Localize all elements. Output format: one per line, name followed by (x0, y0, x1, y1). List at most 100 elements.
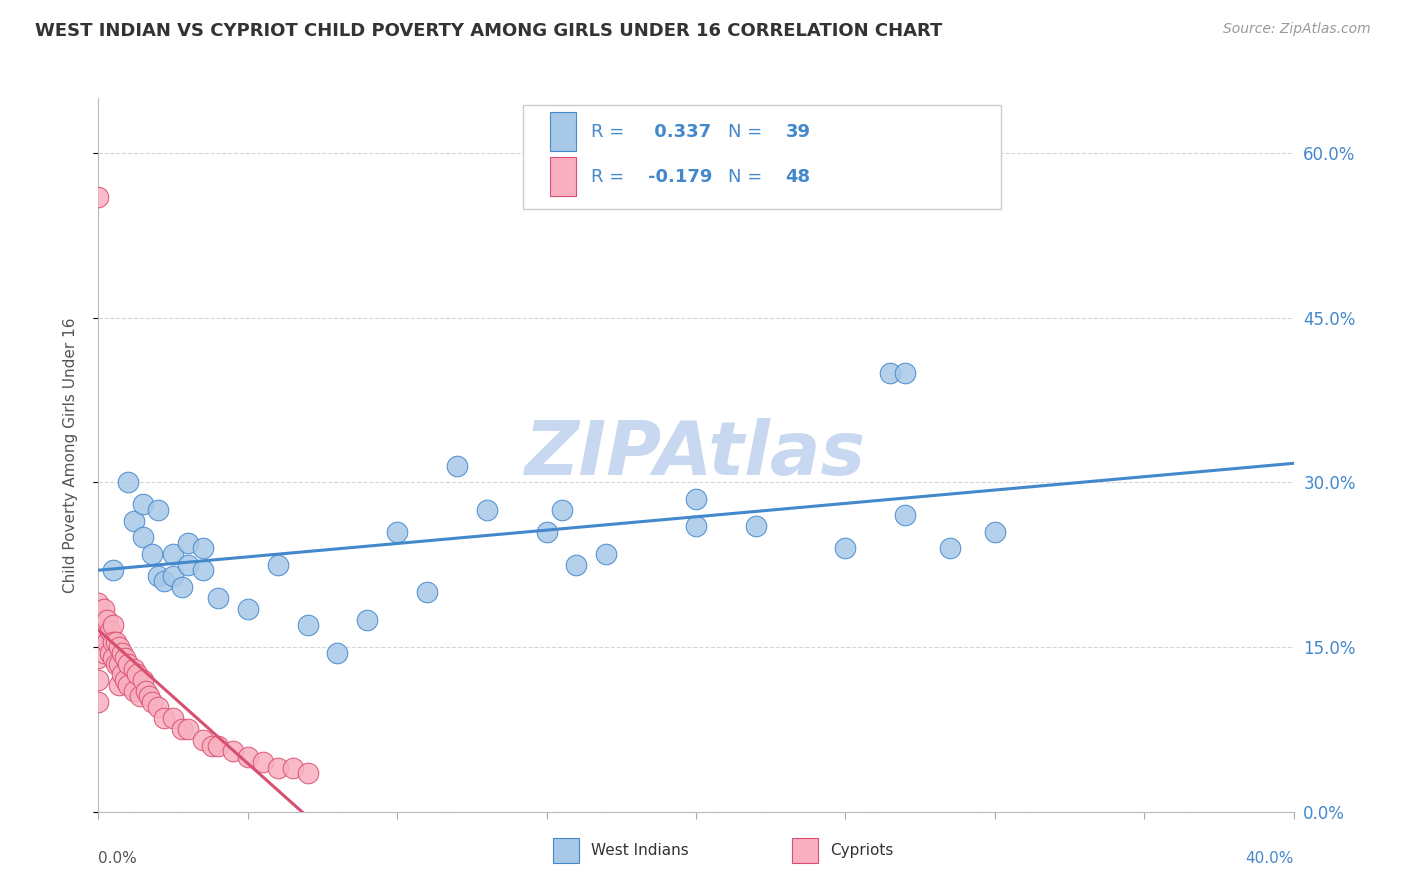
Point (201, 739, 224, 753)
Point (141, 695, 163, 709)
Text: N =: N = (728, 168, 762, 186)
Point (87, 651, 110, 665)
Point (326, 646, 349, 660)
Text: West Indians: West Indians (591, 844, 689, 858)
Point (536, 524, 558, 539)
Point (416, 585, 439, 599)
Text: ZIPAtlas: ZIPAtlas (526, 418, 866, 491)
Point (565, 558, 588, 572)
Point (105, 634, 128, 648)
Point (207, 591, 229, 605)
Point (939, 541, 962, 556)
Point (984, 524, 1007, 539)
Y-axis label: Child Poverty Among Girls Under 16: Child Poverty Among Girls Under 16 (63, 318, 77, 592)
Point (177, 723, 200, 737)
Point (148, 568, 170, 582)
Point (105, 657, 128, 671)
Text: 39: 39 (786, 123, 811, 141)
Text: R =: R = (591, 168, 624, 186)
Point (124, 662, 146, 676)
Point (135, 684, 157, 698)
Point (129, 690, 152, 704)
Point (103, 651, 125, 665)
Point (356, 613, 378, 627)
Point (475, 503, 498, 517)
Point (127, 667, 149, 681)
Point (162, 568, 184, 582)
Bar (553, 838, 579, 863)
Point (236, 749, 259, 764)
Point (267, 761, 290, 775)
Text: 0.337: 0.337 (648, 123, 711, 141)
Point (172, 580, 194, 594)
Point (148, 700, 170, 714)
Point (745, 519, 768, 533)
Point (172, 723, 194, 737)
Point (87, 673, 110, 687)
Point (685, 519, 707, 533)
Point (132, 530, 155, 544)
Point (100, 646, 122, 660)
Point (93, 601, 115, 615)
Point (685, 491, 707, 506)
Point (111, 667, 134, 681)
Text: Source: ZipAtlas.com: Source: ZipAtlas.com (1223, 22, 1371, 37)
Point (177, 535, 200, 549)
Point (879, 366, 901, 380)
Bar (792, 838, 818, 863)
Point (87, 695, 110, 709)
Point (148, 503, 170, 517)
Text: 0.0%: 0.0% (98, 851, 138, 866)
Point (117, 657, 139, 671)
Point (108, 640, 131, 654)
Point (297, 618, 319, 632)
Point (103, 634, 125, 648)
Point (103, 563, 125, 577)
Bar (550, 157, 576, 196)
FancyBboxPatch shape (523, 105, 1001, 209)
Point (153, 711, 176, 725)
Point (252, 756, 274, 770)
Point (236, 601, 259, 615)
Point (281, 761, 304, 775)
Point (595, 547, 617, 561)
Point (124, 514, 146, 528)
Text: Cypriots: Cypriots (830, 844, 893, 858)
Text: -0.179: -0.179 (648, 168, 713, 186)
Point (222, 744, 245, 758)
Point (96, 613, 118, 627)
Text: R =: R = (591, 123, 624, 141)
Point (111, 646, 134, 660)
Text: N =: N = (728, 123, 762, 141)
Point (446, 458, 468, 473)
Point (141, 547, 163, 561)
Point (108, 657, 131, 671)
Text: WEST INDIAN VS CYPRIOT CHILD POVERTY AMONG GIRLS UNDER 16 CORRELATION CHART: WEST INDIAN VS CYPRIOT CHILD POVERTY AMO… (35, 22, 942, 40)
Text: 48: 48 (786, 168, 811, 186)
Text: 40.0%: 40.0% (1246, 851, 1294, 866)
Point (162, 547, 184, 561)
Point (103, 618, 125, 632)
Point (93, 646, 115, 660)
Point (87, 596, 110, 610)
Point (162, 711, 184, 725)
Point (894, 508, 917, 523)
Point (108, 678, 131, 692)
Point (117, 678, 139, 692)
Point (550, 503, 572, 517)
Point (132, 673, 155, 687)
Point (87, 629, 110, 643)
Point (153, 574, 176, 589)
Point (138, 690, 160, 704)
Point (297, 766, 319, 780)
Point (191, 733, 214, 747)
Point (267, 558, 290, 572)
Point (114, 651, 136, 665)
Point (87, 190, 110, 204)
Point (191, 563, 214, 577)
Point (117, 475, 139, 490)
Point (100, 624, 122, 638)
Point (114, 673, 136, 687)
Point (132, 497, 155, 511)
Point (177, 558, 200, 572)
